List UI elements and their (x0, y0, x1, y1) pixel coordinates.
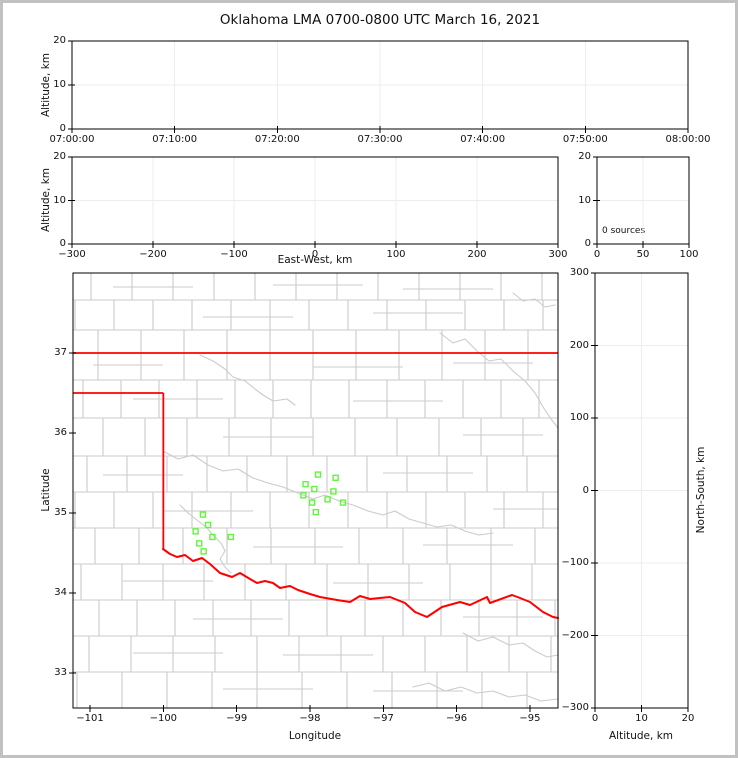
map-xtick-label: −99 (226, 713, 248, 724)
lma-stations (192, 471, 347, 555)
lma-station-marker (302, 480, 309, 488)
lma-station-marker (204, 521, 212, 529)
eastwest-altitude-xtick-label: −300 (58, 249, 86, 260)
map-plot (69, 272, 559, 712)
map-xtick-label: −101 (76, 713, 104, 724)
eastwest-altitude-xtick-label: 200 (467, 249, 487, 260)
time-altitude-xtick-label: 07:50:00 (562, 134, 608, 145)
map-xtick-label: −100 (149, 713, 178, 724)
time-altitude-ytick-label: 10 (53, 79, 66, 90)
map-ytick-label: 37 (54, 346, 67, 358)
eastwest-altitude-xtick-label: 100 (386, 249, 406, 260)
lma-station-marker (227, 533, 234, 541)
lma-station-marker (200, 548, 207, 555)
northsouth-altitude-ytick-label: 0 (582, 484, 589, 496)
northsouth-ylabel: North-South, km (695, 446, 707, 534)
lma-station-marker (311, 485, 318, 493)
northsouth-altitude-ytick-label: 300 (569, 267, 589, 278)
altitude-histogram-plot (593, 156, 690, 248)
map-ytick-label: 36 (54, 426, 67, 438)
northsouth-altitude-ytick-label: 100 (569, 412, 589, 423)
lma-station-marker (300, 492, 307, 499)
county-boundaries (73, 273, 559, 708)
map-xtick-label: −95 (519, 713, 541, 724)
time-altitude-xtick-label: 07:20:00 (254, 134, 300, 145)
eastwest-xlabel: East-West, km (277, 254, 353, 266)
eastwest-altitude-xtick-label: −200 (139, 249, 167, 260)
lma-station-marker (196, 540, 203, 547)
altitude-histogram-xtick-label: 50 (636, 249, 650, 260)
figure-title: Oklahoma LMA 0700-0800 UTC March 16, 202… (219, 12, 541, 28)
altitude-histogram-ytick-label: 10 (578, 194, 591, 206)
northsouth-altitude-plot (591, 272, 689, 712)
time-altitude-xtick-label: 07:40:00 (460, 134, 506, 145)
northsouth-altitude-xtick-label: 10 (635, 713, 648, 724)
eastwest-altitude-ytick-label: 10 (53, 194, 66, 206)
lma-station-marker (199, 511, 207, 518)
northsouth-altitude-ytick-label: −300 (561, 702, 589, 713)
northsouth-xlabel: Altitude, km (608, 730, 673, 742)
lma-station-marker (330, 488, 337, 495)
lma-station-marker (192, 528, 199, 535)
eastwest-altitude-ytick-label: 20 (53, 151, 66, 162)
eastwest-altitude-ytick-label: 0 (59, 238, 66, 249)
map-xtick-label: −97 (372, 713, 394, 724)
eastwest-altitude-xtick-label: −100 (220, 249, 248, 260)
map-ytick-label: 33 (54, 666, 67, 678)
time-altitude-xtick-label: 07:00:00 (49, 134, 95, 145)
northsouth-altitude-ytick-label: −200 (561, 629, 589, 641)
time-altitude-xtick-label: 08:00:00 (665, 134, 711, 145)
time-altitude-xtick-label: 07:10:00 (152, 134, 198, 145)
map-xtick-label: −98 (299, 713, 321, 724)
eastwest-altitude-xtick-label: 300 (548, 249, 568, 260)
altitude-histogram-xtick-label: 0 (593, 249, 601, 260)
altitude-histogram-ytick-label: 20 (578, 151, 591, 162)
map-ytick-label: 35 (54, 506, 67, 518)
eastwest-altitude-plot (68, 156, 559, 248)
map-ylabel: Latitude (40, 468, 52, 512)
lma-station-marker (314, 471, 322, 478)
time-altitude-plot (68, 40, 689, 133)
altitude-histogram-xtick-label: 100 (679, 249, 699, 260)
lma-station-marker (332, 474, 339, 481)
map-ytick-label: 34 (54, 586, 67, 598)
northsouth-altitude-ytick-label: 200 (569, 339, 589, 351)
northsouth-altitude-xtick-label: 20 (681, 713, 695, 724)
map-xlabel: Longitude (288, 730, 342, 742)
northsouth-altitude-xtick-label: 0 (591, 713, 599, 724)
eastwest-altitude-xtick-label: 0 (311, 249, 319, 260)
altitude-histogram-ytick-label: 0 (584, 238, 591, 249)
source-count-annotation: 0 sources (602, 226, 646, 236)
time-altitude-ytick-label: 0 (59, 123, 66, 134)
lma-station-marker (324, 496, 331, 503)
lma-station-marker (312, 508, 320, 516)
lma-station-marker (339, 499, 347, 506)
map-xtick-label: −96 (446, 713, 468, 724)
northsouth-altitude-ytick-label: −100 (561, 557, 589, 568)
time-altitude-xtick-label: 07:30:00 (357, 134, 403, 145)
lma-station-marker (308, 499, 316, 506)
state-border (73, 352, 559, 619)
lma-station-marker (209, 533, 216, 541)
time-altitude-ytick-label: 20 (53, 35, 66, 46)
